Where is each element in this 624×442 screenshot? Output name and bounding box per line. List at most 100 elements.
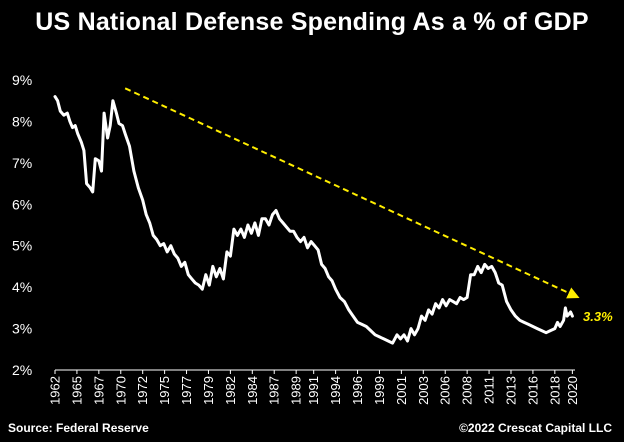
data-point xyxy=(320,263,323,266)
data-point xyxy=(406,339,409,343)
data-point xyxy=(239,227,243,231)
data-point xyxy=(211,265,214,268)
data-point xyxy=(562,319,565,322)
data-point xyxy=(267,223,271,227)
x-axis-tick-marks xyxy=(54,370,573,374)
y-tick-label: 8% xyxy=(12,113,32,129)
x-tick-label: 1979 xyxy=(201,376,216,405)
data-point xyxy=(480,271,483,274)
data-point xyxy=(564,306,567,310)
x-tick-label: 1994 xyxy=(328,376,343,405)
data-point xyxy=(544,331,548,334)
data-point xyxy=(441,298,444,301)
data-point xyxy=(148,221,151,225)
data-point xyxy=(490,265,493,268)
x-tick-label: 1987 xyxy=(267,376,282,405)
data-point xyxy=(232,227,236,231)
data-point xyxy=(409,327,413,330)
trend-line xyxy=(124,87,580,299)
x-axis: 1962 1965 1967 1970 1972 1975 1977 1979 1982 1984… xyxy=(48,376,580,405)
series-line xyxy=(53,95,574,345)
data-point xyxy=(246,223,250,227)
data-point xyxy=(540,329,543,332)
data-point xyxy=(187,273,190,276)
data-point xyxy=(82,149,86,152)
data-point xyxy=(204,273,207,276)
data-point xyxy=(369,329,372,332)
data-point xyxy=(309,240,313,243)
data-point xyxy=(109,124,112,127)
data-point xyxy=(56,99,59,102)
x-tick-label: 1972 xyxy=(135,376,150,405)
x-tick-label: 1965 xyxy=(69,376,84,405)
data-point xyxy=(427,308,430,312)
data-point xyxy=(351,314,355,318)
data-point xyxy=(68,120,72,123)
data-point xyxy=(399,337,402,341)
y-tick-label: 6% xyxy=(12,196,32,212)
y-tick-label: 9% xyxy=(12,72,32,88)
data-point xyxy=(323,267,327,270)
y-tick-label: 7% xyxy=(12,155,32,171)
data-point xyxy=(437,306,441,310)
end-value-label: 3.3% xyxy=(583,309,613,324)
data-point xyxy=(553,327,556,330)
data-point xyxy=(250,232,253,235)
data-point xyxy=(509,308,513,312)
source-note: Source: Federal Reserve xyxy=(8,421,149,435)
data-point xyxy=(152,234,155,237)
data-point xyxy=(166,250,169,254)
data-point xyxy=(176,256,179,260)
data-point xyxy=(88,186,92,189)
data-point xyxy=(448,298,451,301)
data-point xyxy=(180,265,183,268)
data-point xyxy=(274,209,278,212)
data-point xyxy=(218,267,222,270)
data-point xyxy=(278,217,281,220)
data-point xyxy=(115,111,118,115)
data-point xyxy=(430,312,434,316)
data-point xyxy=(497,281,500,285)
data-point xyxy=(487,267,490,270)
y-tick-label: 3% xyxy=(12,321,32,337)
data-point xyxy=(444,304,448,307)
data-point xyxy=(402,333,406,336)
x-tick-label: 1984 xyxy=(245,376,260,405)
data-point xyxy=(434,302,437,305)
data-point xyxy=(316,248,320,252)
data-point xyxy=(76,132,80,136)
x-tick-label: 2020 xyxy=(565,376,580,405)
data-point xyxy=(128,145,131,148)
data-point xyxy=(62,114,65,117)
data-point xyxy=(302,236,306,239)
x-tick-label: 2006 xyxy=(438,376,453,405)
data-point xyxy=(208,283,211,287)
data-point xyxy=(338,296,342,299)
data-point xyxy=(260,217,264,220)
data-point xyxy=(334,288,337,291)
data-point xyxy=(567,312,571,316)
data-point xyxy=(360,323,364,326)
x-tick-label: 2008 xyxy=(460,376,475,405)
data-point xyxy=(483,263,486,266)
data-point xyxy=(295,236,299,239)
data-point xyxy=(569,310,572,314)
data-point xyxy=(243,236,246,239)
data-point xyxy=(197,283,200,287)
series-points xyxy=(53,95,574,345)
data-point xyxy=(59,109,62,113)
data-point xyxy=(522,321,526,324)
data-point xyxy=(53,95,57,98)
data-point xyxy=(102,111,106,115)
data-point xyxy=(356,321,359,324)
data-point xyxy=(536,327,539,330)
data-point xyxy=(549,329,552,332)
x-tick-label: 2013 xyxy=(503,376,518,405)
copyright-note: ©2022 Crescat Capital LLC xyxy=(459,421,612,435)
data-point xyxy=(343,300,346,303)
data-point xyxy=(169,244,172,247)
data-point xyxy=(91,190,94,194)
data-point xyxy=(71,126,74,129)
x-tick-label: 2011 xyxy=(482,376,497,404)
